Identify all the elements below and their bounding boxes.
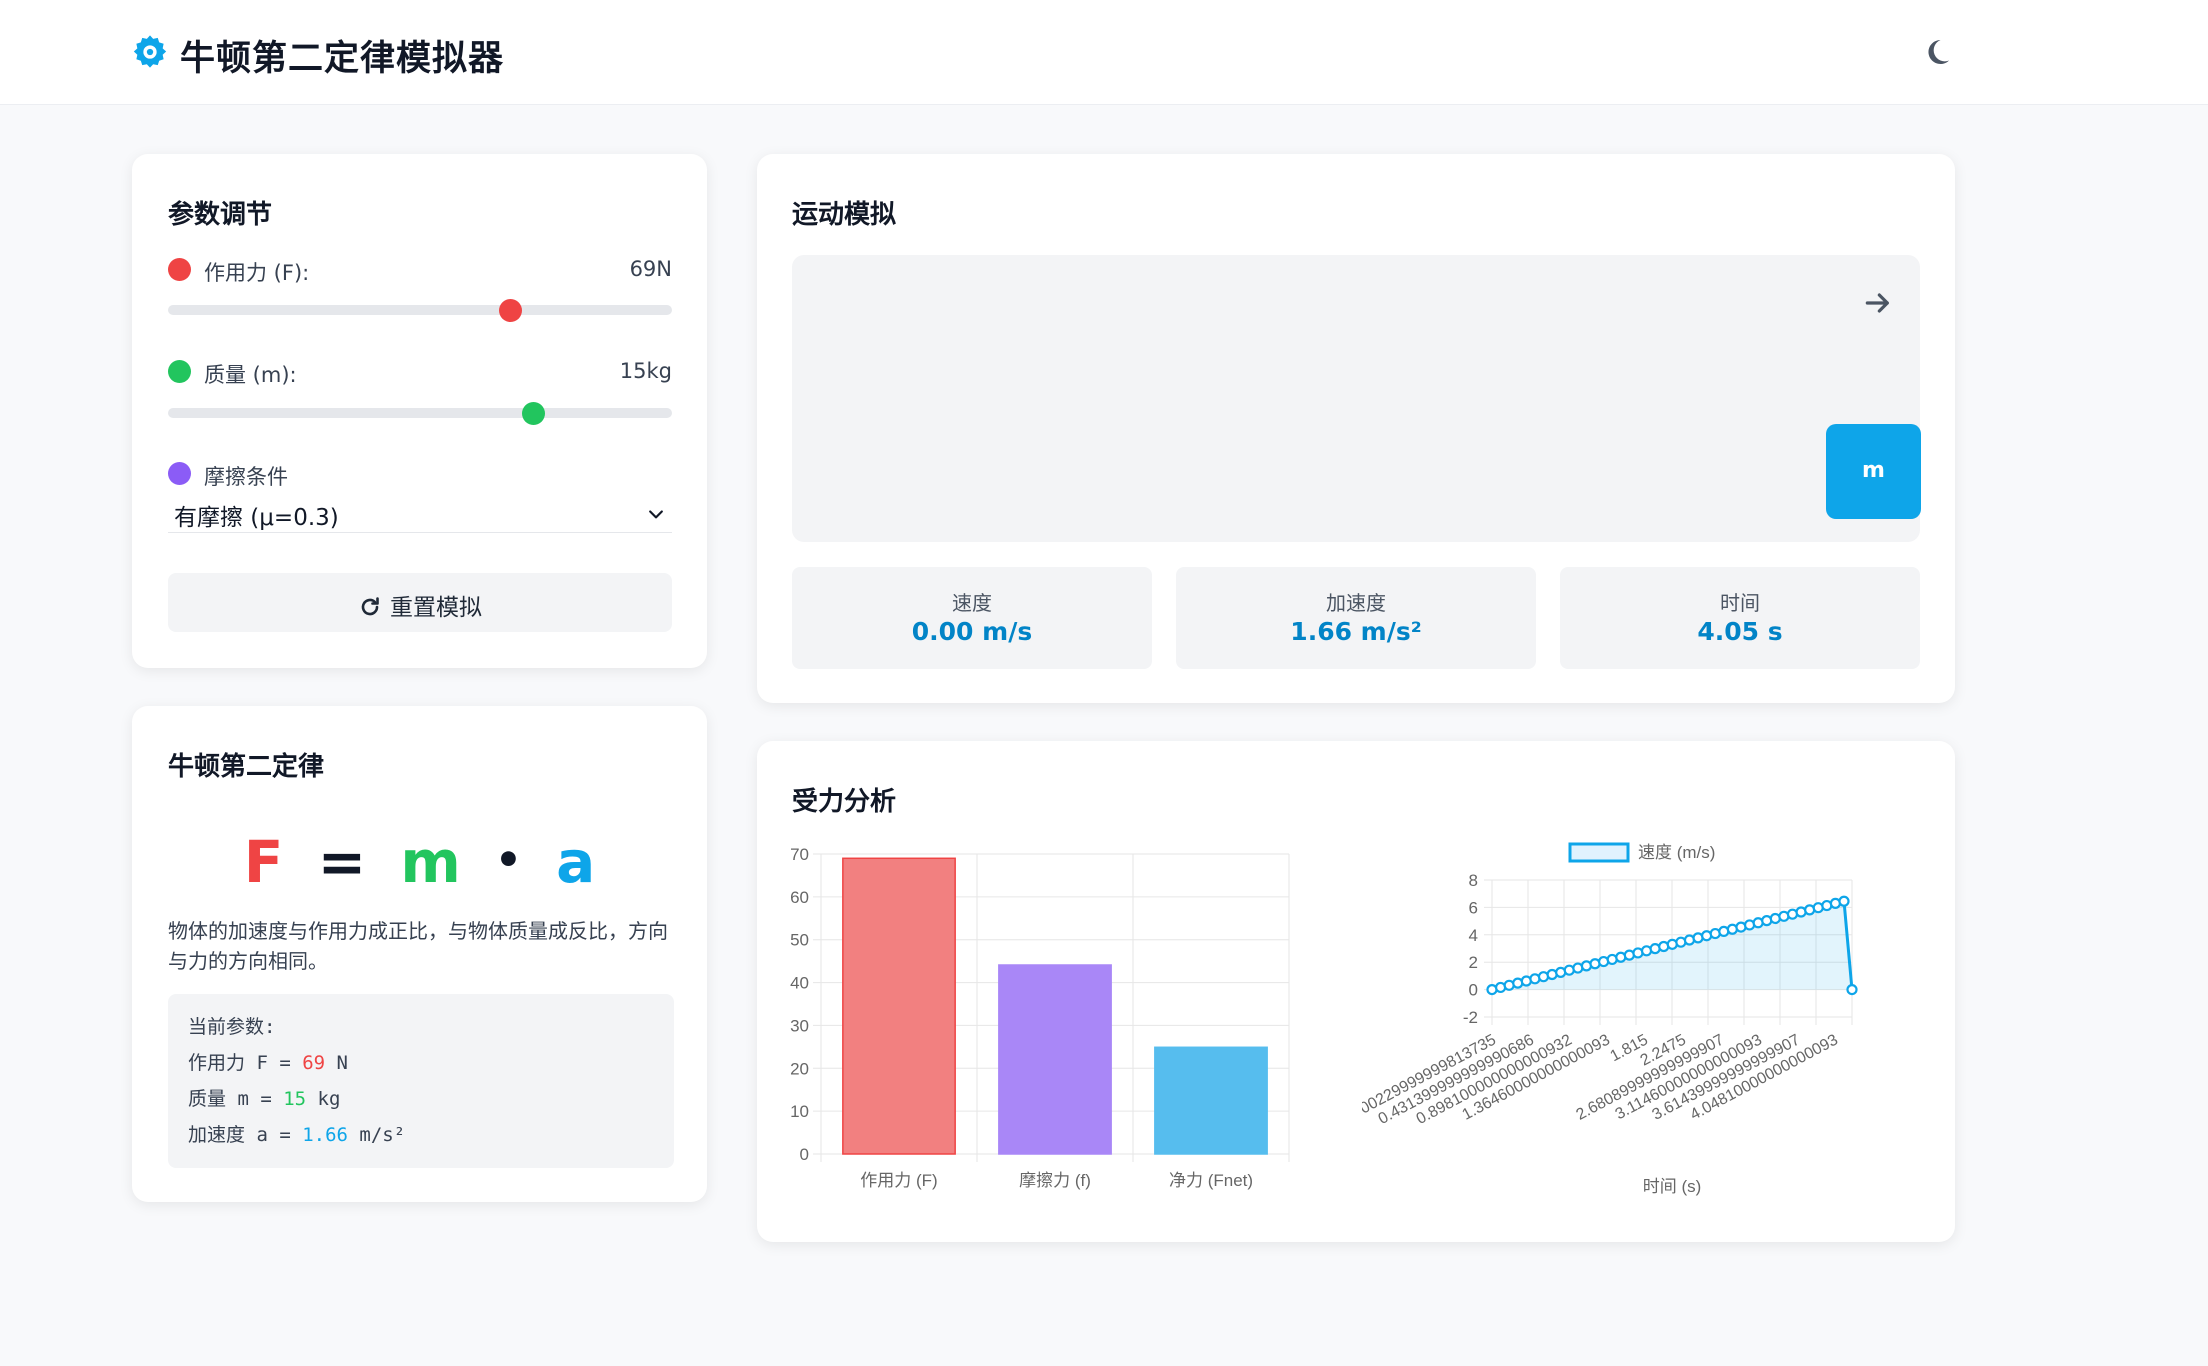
- stat-acceleration-label: 加速度: [1326, 591, 1386, 615]
- stat-velocity: 速度 0.00 m/s: [792, 567, 1152, 669]
- current-params-heading: 当前参数:: [188, 1016, 276, 1038]
- formula-dot: •: [495, 835, 522, 884]
- mass-block[interactable]: m: [1826, 424, 1921, 519]
- current-mass-unit: kg: [306, 1088, 341, 1110]
- arrow-right-icon: [1865, 293, 1889, 313]
- bar-y-tick-label: 60: [790, 888, 809, 907]
- bar-y-tick-label: 50: [790, 931, 809, 950]
- line-y-tick-label: 8: [1469, 871, 1478, 890]
- top-bar: 牛顿第二定律模拟器: [0, 0, 2208, 105]
- current-force-line: 作用力 F = 69 N: [188, 1048, 348, 1075]
- line-x-axis-title: 时间 (s): [1643, 1177, 1702, 1196]
- law-card: 牛顿第二定律 F = m • a 物体的加速度与作用力成正比，与物体质量成反比，…: [132, 706, 707, 1202]
- line-y-tick-label: 4: [1469, 926, 1478, 945]
- stat-time-value: 4.05 s: [1697, 617, 1783, 646]
- current-accel-unit: m/s²: [347, 1124, 406, 1146]
- current-mass-value: 15: [283, 1088, 307, 1110]
- motion-card: 运动模拟 m 速度 0.00 m/s 加速度 1.66 m/s² 时间 4.05…: [757, 154, 1955, 703]
- current-force-unit: N: [325, 1052, 348, 1074]
- stat-acceleration: 加速度 1.66 m/s²: [1176, 567, 1536, 669]
- force-analysis-card: 受力分析 0 10 20 30 40 50 60 70 作用力 (F) 摩擦力 (f) 净力 (Fn…: [757, 741, 1955, 1242]
- formula-f: F: [243, 828, 284, 896]
- friction-color-dot: [168, 462, 191, 485]
- current-accel-value: 1.66: [302, 1124, 348, 1146]
- stat-time: 时间 4.05 s: [1560, 567, 1920, 669]
- legend-swatch: [1568, 842, 1630, 863]
- bar-category-label: 净力 (Fnet): [1169, 1171, 1253, 1190]
- force-value: 69N: [629, 257, 672, 281]
- stat-time-label: 时间: [1720, 591, 1760, 615]
- current-force-prefix: 作用力 F =: [188, 1052, 303, 1074]
- bar-y-tick-label: 70: [790, 845, 809, 864]
- parameters-title: 参数调节: [168, 200, 273, 230]
- mass-label: 质量 (m):: [204, 363, 297, 387]
- current-params-box: 当前参数: 作用力 F = 69 N 质量 m = 15 kg 加速度 a = …: [168, 994, 674, 1168]
- stat-acceleration-value: 1.66 m/s²: [1290, 617, 1422, 646]
- velocity-point: [1838, 895, 1850, 907]
- mass-color-dot: [168, 360, 191, 383]
- current-accel-line: 加速度 a = 1.66 m/s²: [188, 1120, 405, 1147]
- bar-y-tick-label: 0: [800, 1145, 809, 1164]
- mass-slider[interactable]: [168, 402, 672, 425]
- bar-y-tick-label: 10: [790, 1102, 809, 1121]
- force-bar-chart: 0 10 20 30 40 50 60 70 作用力 (F) 摩擦力 (f) 净力 (Fnet): [790, 845, 1290, 1190]
- bar-1: [998, 964, 1112, 1155]
- refresh-icon: [361, 597, 379, 616]
- formula-a: a: [556, 828, 596, 896]
- current-force-value: 69: [302, 1052, 326, 1074]
- velocity-line-chart: 速度 (m/s)-202468-0.002299999998137350.431…: [1362, 842, 1858, 1196]
- velocity-point: [1846, 984, 1858, 996]
- bar-category-label: 作用力 (F): [860, 1171, 937, 1190]
- law-description: 物体的加速度与作用力成正比，与物体质量成反比，方向与力的方向相同。: [168, 919, 668, 973]
- force-color-dot: [168, 258, 191, 281]
- mass-block-label: m: [1862, 458, 1885, 483]
- mass-value: 15kg: [619, 359, 672, 383]
- force-slider-thumb[interactable]: [499, 299, 523, 322]
- legend-label: 速度 (m/s): [1638, 843, 1715, 862]
- force-slider[interactable]: [168, 299, 672, 322]
- bar-y-tick-label: 20: [790, 1059, 809, 1078]
- force-label: 作用力 (F):: [204, 261, 310, 285]
- friction-select-value: 有摩擦 (μ=0.3): [174, 505, 339, 531]
- reset-simulation-button[interactable]: 重置模拟: [168, 573, 672, 632]
- moon-icon[interactable]: [1920, 35, 1954, 69]
- formula-m: m: [400, 828, 461, 896]
- line-y-tick-label: 0: [1469, 981, 1478, 1000]
- reset-button-label: 重置模拟: [390, 595, 482, 621]
- line-y-tick-label: 6: [1469, 898, 1478, 917]
- bar-y-tick-label: 30: [790, 1016, 809, 1035]
- stat-velocity-value: 0.00 m/s: [911, 617, 1033, 646]
- atom-gear-icon: [133, 35, 167, 68]
- current-mass-line: 质量 m = 15 kg: [188, 1084, 340, 1111]
- bar-category-label: 摩擦力 (f): [1019, 1171, 1091, 1190]
- bar-y-tick-label: 40: [790, 974, 809, 993]
- bar-2: [1154, 1046, 1268, 1155]
- friction-label: 摩擦条件: [204, 465, 288, 489]
- app-title: 牛顿第二定律模拟器: [180, 39, 505, 79]
- chevron-down-icon: [649, 510, 663, 519]
- simulation-area: m: [792, 255, 1921, 542]
- line-y-tick-label: -2: [1463, 1008, 1478, 1027]
- bar-0: [842, 857, 956, 1155]
- line-y-tick-label: 2: [1469, 953, 1478, 972]
- stat-velocity-label: 速度: [952, 591, 992, 615]
- formula-equals: =: [317, 828, 367, 896]
- law-title: 牛顿第二定律: [168, 752, 325, 782]
- mass-slider-thumb[interactable]: [521, 402, 545, 425]
- parameters-card: 参数调节 作用力 (F): 69N 质量 (m): 15kg 摩擦条件 有摩擦 …: [132, 154, 707, 668]
- motion-title: 运动模拟: [792, 200, 897, 230]
- current-accel-prefix: 加速度 a =: [188, 1124, 303, 1146]
- current-mass-prefix: 质量 m =: [188, 1088, 284, 1110]
- friction-select[interactable]: 有摩擦 (μ=0.3): [168, 494, 672, 533]
- formula: F = m • a: [132, 828, 707, 896]
- force-analysis-title: 受力分析: [792, 787, 897, 817]
